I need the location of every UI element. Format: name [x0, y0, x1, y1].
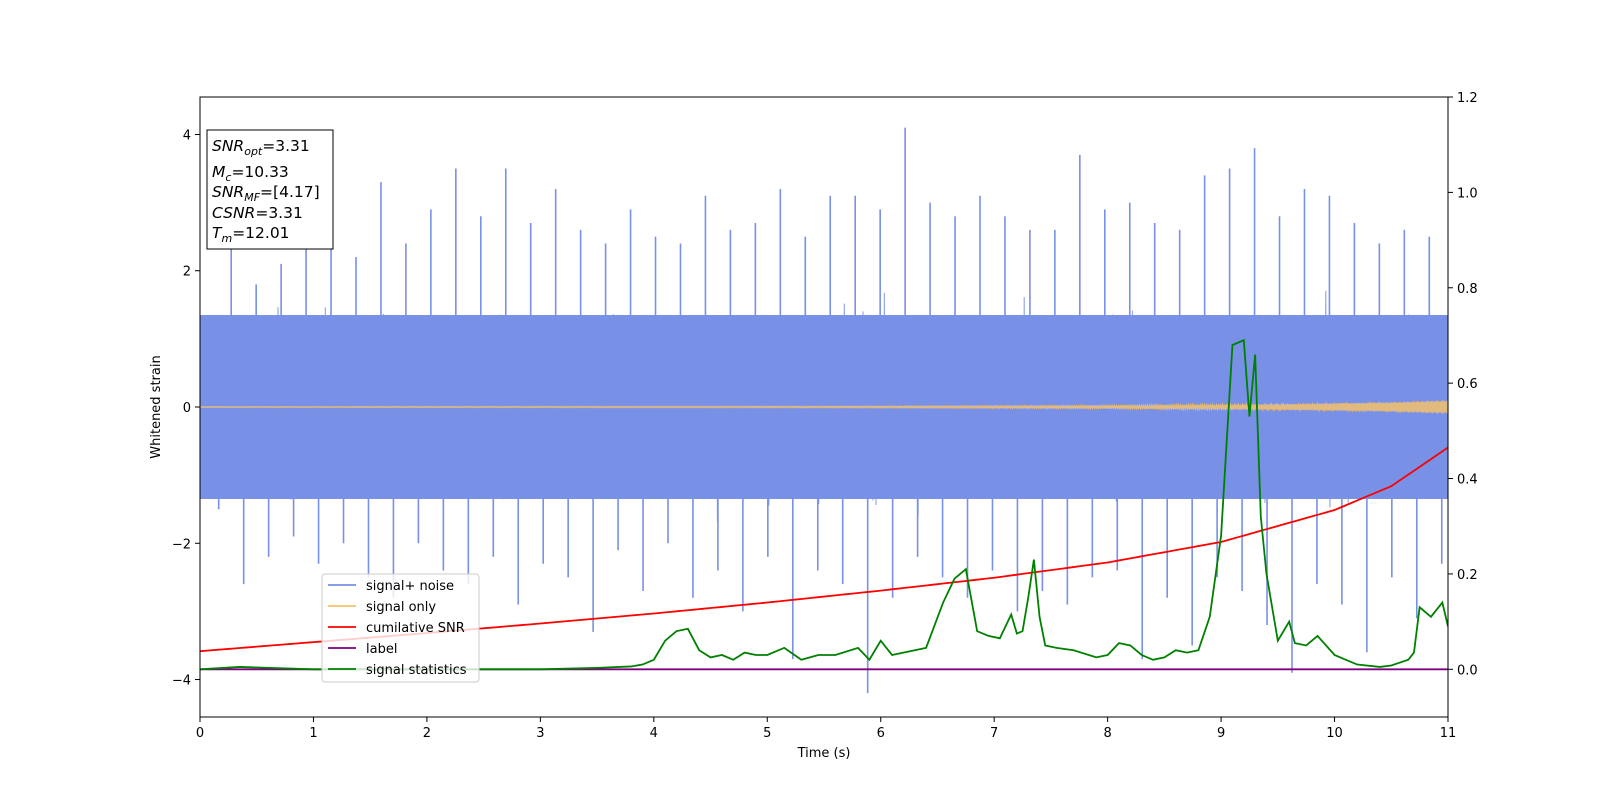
legend-entry-label: signal+ noise: [366, 579, 454, 594]
series-layer: [200, 127, 1448, 694]
info-box-line: SNRMF=[4.17]: [212, 183, 320, 204]
y-tick-label: 0: [183, 401, 191, 416]
legend-entry-label: label: [366, 642, 397, 657]
y2-tick-label: 1.2: [1457, 91, 1478, 106]
info-box: SNRopt=3.31 Mc=10.33SNRMF=[4.17]CSNR=3.31…: [206, 129, 334, 250]
y-axis: 4 2 0 −2 −4: [172, 128, 200, 689]
x-axis: 0 1 2 3 4 5 6 7 8 9 10 11: [196, 717, 1456, 741]
x-tick-label: 2: [423, 726, 431, 741]
info-box-line: SNRopt=3.31: [212, 137, 310, 158]
legend-entry-label: signal statistics: [366, 663, 467, 678]
y2-tick-label: 1.0: [1457, 186, 1478, 201]
legend-entry-label: signal only: [366, 600, 436, 615]
x-tick-label: 11: [1440, 726, 1457, 741]
x-tick-label: 7: [990, 726, 998, 741]
x-tick-label: 8: [1103, 726, 1111, 741]
y2-tick-label: 0.2: [1457, 568, 1478, 583]
x-tick-label: 3: [536, 726, 544, 741]
legend-entry-label: cumilative SNR: [366, 621, 465, 636]
y-tick-label: −4: [172, 674, 191, 689]
info-box-frame: [206, 129, 334, 250]
info-box-line: Mc=10.33: [212, 163, 289, 184]
info-box-line: Tm=12.01: [212, 224, 290, 245]
x-tick-label: 1: [309, 726, 317, 741]
series-signal-statistics-line: [200, 338, 1448, 671]
y-axis-label: Whitened strain: [149, 355, 164, 458]
x-tick-label: 0: [196, 726, 204, 741]
x-tick-label: 6: [877, 726, 885, 741]
y-tick-label: 4: [183, 128, 191, 143]
x-tick-label: 10: [1326, 726, 1343, 741]
y2-tick-label: 0.0: [1457, 663, 1478, 678]
y-tick-label: 2: [183, 265, 191, 280]
y2-axis: 1.2 1.0 0.8 0.6 0.4 0.2 0.0: [1448, 91, 1478, 678]
y2-tick-label: 0.6: [1457, 377, 1478, 392]
x-axis-label: Time (s): [797, 746, 851, 761]
legend-frame: [321, 573, 480, 683]
legend: signal+ noise signal only cumilative SNR la…: [321, 573, 480, 683]
y-tick-label: −2: [172, 537, 191, 552]
x-tick-label: 5: [763, 726, 771, 741]
info-box-line: CSNR=3.31: [212, 204, 303, 222]
x-tick-label: 4: [650, 726, 658, 741]
x-tick-label: 9: [1217, 726, 1225, 741]
y2-tick-label: 0.8: [1457, 282, 1478, 297]
series-signal-only-line: [200, 400, 1448, 414]
y2-tick-label: 0.4: [1457, 473, 1478, 488]
